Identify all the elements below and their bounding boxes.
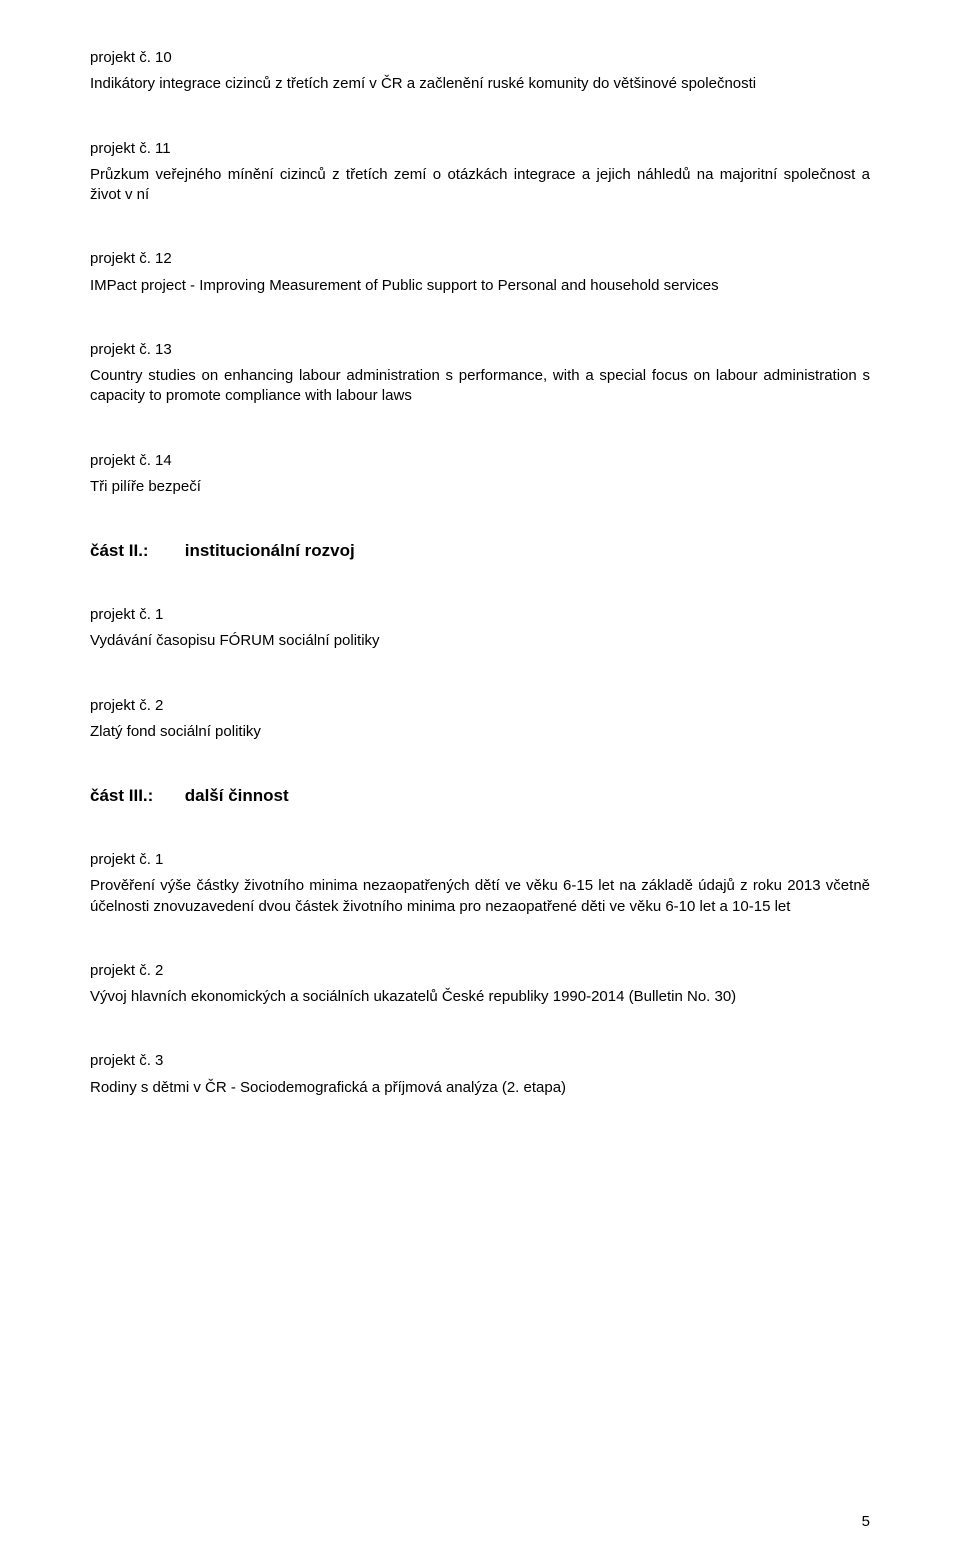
project-number: projekt č. 2 [90,696,870,716]
project-block: projekt č. 3 Rodiny s dětmi v ČR - Socio… [90,1051,870,1098]
project-number: projekt č. 1 [90,605,870,625]
project-description: IMPact project - Improving Measurement o… [90,276,870,296]
section-heading-3: část III.: další činnost [90,786,870,806]
project-number: projekt č. 3 [90,1051,870,1071]
project-block: projekt č. 1 Vydávání časopisu FÓRUM soc… [90,605,870,652]
page-number: 5 [862,1513,870,1530]
section-title: další činnost [185,786,289,805]
project-number: projekt č. 10 [90,48,870,68]
project-description: Country studies on enhancing labour admi… [90,366,870,407]
project-block: projekt č. 2 Zlatý fond sociální politik… [90,696,870,743]
project-number: projekt č. 13 [90,340,870,360]
project-description: Průzkum veřejného mínění cizinců z třetí… [90,165,870,206]
section-label: část III.: [90,786,180,806]
project-block: projekt č. 10 Indikátory integrace cizin… [90,48,870,95]
section-title: institucionální rozvoj [185,541,355,560]
project-block: projekt č. 1 Prověření výše částky život… [90,850,870,917]
project-description: Tři pilíře bezpečí [90,477,870,497]
project-description: Vydávání časopisu FÓRUM sociální politik… [90,631,870,651]
project-description: Zlatý fond sociální politiky [90,722,870,742]
project-number: projekt č. 12 [90,249,870,269]
project-description: Indikátory integrace cizinců z třetích z… [90,74,870,94]
project-block: projekt č. 14 Tři pilíře bezpečí [90,451,870,498]
section-label: část II.: [90,541,180,561]
project-description: Rodiny s dětmi v ČR - Sociodemografická … [90,1078,870,1098]
project-number: projekt č. 11 [90,139,870,159]
project-description: Prověření výše částky životního minima n… [90,876,870,917]
project-block: projekt č. 13 Country studies on enhanci… [90,340,870,407]
project-number: projekt č. 1 [90,850,870,870]
project-block: projekt č. 11 Průzkum veřejného mínění c… [90,139,870,206]
project-number: projekt č. 2 [90,961,870,981]
project-block: projekt č. 12 IMPact project - Improving… [90,249,870,296]
project-block: projekt č. 2 Vývoj hlavních ekonomických… [90,961,870,1008]
section-heading-2: část II.: institucionální rozvoj [90,541,870,561]
document-page: projekt č. 10 Indikátory integrace cizin… [0,0,960,1558]
project-number: projekt č. 14 [90,451,870,471]
project-description: Vývoj hlavních ekonomických a sociálních… [90,987,870,1007]
